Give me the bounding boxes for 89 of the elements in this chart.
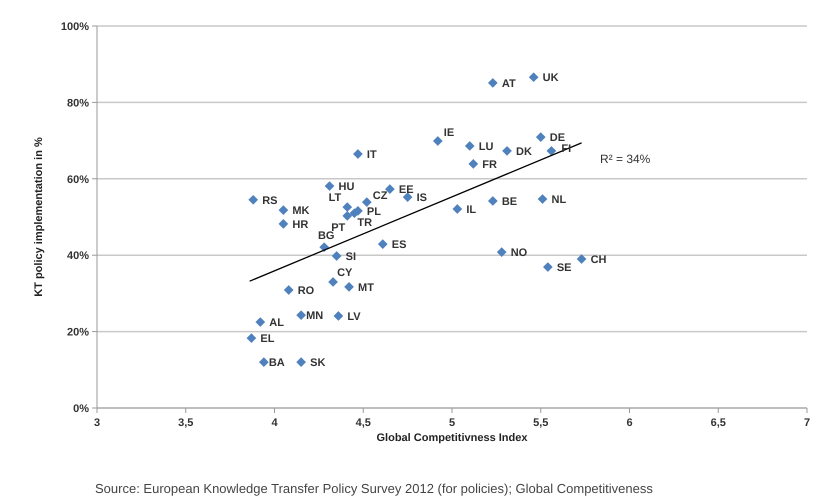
x-tick-label: 7 [804, 417, 810, 429]
point [255, 317, 266, 327]
annotation: HR [292, 218, 308, 231]
y-tick-label: 80% [66, 97, 90, 110]
point [344, 282, 354, 292]
point [353, 149, 363, 159]
source-note: Source: European Knowledge Transfer Policy Survey 2012 (for policies); Global Competitiveness [95, 481, 654, 496]
y-tick-label: 60% [66, 174, 90, 186]
point [332, 251, 342, 261]
point [546, 146, 556, 156]
point [538, 194, 548, 204]
point [342, 211, 352, 221]
point [278, 219, 288, 229]
annotation: MT [358, 282, 374, 294]
annotation: SE [556, 262, 572, 274]
point [488, 78, 498, 88]
x-tick-label: 6,5 [710, 417, 726, 429]
point [452, 204, 462, 214]
annotation: RO [298, 284, 315, 297]
annotation: BA [268, 357, 285, 370]
point [334, 311, 344, 321]
point [576, 254, 586, 264]
point [248, 194, 258, 205]
annotation: PL [366, 206, 382, 218]
x-tick-label: 6 [626, 417, 633, 429]
point [296, 357, 306, 368]
x-tick-label: 5 [448, 417, 456, 429]
annotation: DK [516, 146, 532, 158]
annotation: NO [510, 247, 528, 260]
annotation: SI [346, 250, 356, 263]
annotation: MN [306, 310, 324, 322]
point [296, 310, 306, 320]
annotation: MK [292, 205, 310, 218]
annotation: FR [482, 158, 498, 171]
annotation: HU [338, 181, 354, 194]
annotation: R² = 34% [600, 152, 651, 166]
annotation: AL [269, 317, 284, 330]
annotation: CZ [372, 190, 388, 202]
annotation: AT [502, 78, 516, 90]
point [464, 141, 475, 151]
annotation: IE [444, 126, 454, 139]
annotation: LV [347, 310, 362, 323]
x-tick-label: 3 [94, 417, 100, 429]
annotation: RS [262, 194, 278, 207]
annotation: SK [310, 357, 326, 370]
y-tick-label: 0% [73, 403, 90, 415]
annotation: EL [260, 333, 275, 346]
point [468, 159, 478, 169]
x-tick-label: 3,5 [178, 417, 194, 429]
point [496, 247, 507, 257]
y-axis-title: KT policy implementation in % [33, 137, 45, 297]
annotation: IL [466, 204, 476, 216]
point [342, 202, 352, 212]
y-tick-label: 40% [66, 250, 90, 262]
point [488, 196, 498, 206]
point [362, 197, 372, 207]
point [246, 333, 256, 343]
annotation: LU [478, 140, 494, 153]
point [402, 192, 412, 202]
annotation: CY [337, 266, 354, 279]
annotation: BG [318, 230, 334, 242]
y-tick-label: 20% [66, 326, 90, 339]
point [432, 136, 443, 146]
point [259, 357, 269, 368]
annotation: IT [366, 148, 377, 161]
point [528, 72, 538, 82]
point [284, 285, 294, 295]
annotation: NL [552, 194, 566, 206]
annotation: DE [550, 132, 566, 144]
point [502, 146, 512, 156]
annotation: LT [328, 192, 342, 204]
point [324, 181, 334, 191]
point [278, 205, 288, 215]
x-axis-title: Global Competitivness Index [376, 432, 528, 444]
annotation: CH [590, 254, 607, 266]
point [536, 132, 546, 142]
annotation: BE [502, 196, 518, 208]
x-tick-label: 4,5 [356, 417, 371, 429]
point [328, 277, 338, 287]
annotation: IS [416, 192, 428, 204]
annotation: TR [357, 217, 372, 230]
point [378, 239, 388, 249]
x-tick-label: 4 [271, 417, 278, 429]
x-tick-label: 5,5 [533, 417, 548, 429]
annotation: ES [392, 239, 406, 252]
annotation: UK [542, 72, 559, 84]
y-tick-label: 100% [60, 21, 90, 33]
point [543, 262, 553, 272]
annotation: EE [398, 184, 414, 196]
